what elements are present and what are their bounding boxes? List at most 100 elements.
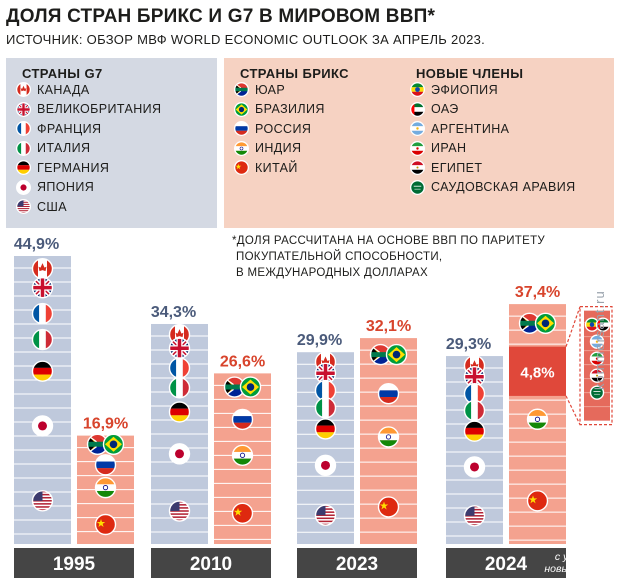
italy-flag-icon <box>314 397 337 419</box>
legend-item-argentina: АРГЕНТИНА <box>410 121 509 136</box>
uae-flag-icon <box>410 101 425 117</box>
legend-label: ЯПОНИЯ <box>37 180 95 194</box>
usa-flag-icon <box>168 500 191 522</box>
japan-flag-icon <box>463 456 486 478</box>
uk-flag-icon <box>31 276 54 299</box>
china-flag-icon <box>231 502 254 524</box>
legend-item-brazil: БРАЗИЛИЯ <box>234 101 325 117</box>
brazil-flag-icon <box>385 343 408 366</box>
year-bar-2024 <box>446 548 566 578</box>
footnote-line: ПОКУПАТЕЛЬНОЙ СПОСОБНОСТИ, <box>236 251 443 263</box>
canada-flag-icon <box>31 257 54 280</box>
year-label: 1995 <box>53 554 96 575</box>
year-label: 2010 <box>190 554 232 575</box>
legend-item-germany: ГЕРМАНИЯ <box>16 160 109 175</box>
chart-footnote: *ДОЛЯ РАССЧИТАНА НА ОСНОВЕ ВВП ПО ПАРИТЕ… <box>232 233 545 281</box>
japan-flag-icon <box>31 415 54 437</box>
g7-legend-header: СТРАНЫ G7 <box>22 66 103 81</box>
italy-flag-icon <box>463 399 486 422</box>
legend-label: КАНАДА <box>37 82 90 97</box>
brazil-flag-icon <box>234 101 249 117</box>
legend-item-egypt: ЕГИПЕТ <box>410 160 482 175</box>
france-flag-icon <box>31 302 54 325</box>
china-flag-icon <box>377 496 400 518</box>
legend-label: АРГЕНТИНА <box>431 121 510 136</box>
legend-item-italy: ИТАЛИЯ <box>16 140 91 156</box>
france-flag-icon <box>16 121 31 136</box>
zoom-frame <box>579 306 613 426</box>
saudi-arabia-flag-icon <box>589 385 605 400</box>
china-flag-icon <box>234 160 249 175</box>
legend-item-russia: РОССИЯ <box>234 121 311 136</box>
india-flag-icon <box>234 140 249 156</box>
usa-flag-icon <box>31 490 54 512</box>
brazil-flag-icon <box>534 312 557 334</box>
legend-item-uk: ВЕЛИКОБРИТАНИЯ <box>16 101 162 117</box>
new-members-value-label: 4,8% <box>520 364 554 381</box>
legend-item-china: КИТАЙ <box>234 160 298 175</box>
usa-flag-icon <box>463 505 486 527</box>
italy-flag-icon <box>31 328 54 351</box>
year-bar-2010 <box>151 548 271 578</box>
usa-flag-icon <box>16 199 31 214</box>
legend-item-iran: ИРАН <box>410 140 466 156</box>
canada-flag-icon <box>16 82 31 97</box>
china-flag-icon <box>94 513 117 536</box>
india-flag-icon <box>377 426 400 448</box>
gdp-share-chart: 44,9% 16,9% 1995 34,3% 26,6% 2010 29,9% 32,1% 20… <box>14 236 613 578</box>
legend-label: ЕГИПЕТ <box>431 160 483 175</box>
russia-flag-icon <box>377 382 400 405</box>
chart-source: ИСТОЧНИК: ОБЗОР МВФ WORLD ECONOMIC OUTLO… <box>6 32 486 47</box>
brazil-flag-icon <box>239 376 262 398</box>
south-africa-flag-icon <box>234 82 249 97</box>
south-africa-flag-icon <box>518 312 541 334</box>
india-flag-icon <box>94 476 117 499</box>
japan-flag-icon <box>16 179 31 195</box>
legend-item-india: ИНДИЯ <box>234 140 302 156</box>
legend-item-france: ФРАНЦИЯ <box>16 121 101 136</box>
category-note: с учетом <box>555 551 601 563</box>
zoom-connector <box>565 395 581 425</box>
year-bar-1995 <box>14 548 134 578</box>
footnote-line: В МЕЖДУНАРОДНЫХ ДОЛЛАРАХ <box>236 267 428 279</box>
year-bar-2023 <box>297 548 417 578</box>
legend-label: ВЕЛИКОБРИТАНИЯ <box>37 102 162 116</box>
brics-value-label: 16,9% <box>83 416 128 433</box>
brics-value-label: 32,1% <box>366 318 411 335</box>
g7-value-label: 34,3% <box>151 304 196 321</box>
germany-flag-icon <box>314 418 337 440</box>
legend-label: КИТАЙ <box>255 160 298 175</box>
germany-flag-icon <box>168 401 191 423</box>
g7-legend-panel: СТРАНЫ G7 КАНАДА ВЕЛИКОБРИТАНИЯ ФРАНЦИЯ ИТА… <box>6 58 217 228</box>
india-flag-icon <box>231 444 254 466</box>
uk-flag-icon <box>314 362 337 385</box>
china-flag-icon <box>526 490 549 512</box>
brics-value-label: 37,4% <box>515 284 560 301</box>
legend-label: ГЕРМАНИЯ <box>37 160 110 175</box>
legend-label: РОССИЯ <box>255 121 312 136</box>
legend-label: ИТАЛИЯ <box>37 141 91 155</box>
watermark: kommersant.ru <box>592 290 607 390</box>
japan-flag-icon <box>168 443 191 465</box>
legend-label: ФРАНЦИЯ <box>37 121 102 136</box>
new-members-legend-header: НОВЫЕ ЧЛЕНЫ <box>416 66 524 81</box>
legend-item-canada: КАНАДА <box>16 82 90 97</box>
zoom-connector <box>565 306 581 347</box>
italy-flag-icon <box>168 377 191 399</box>
germany-flag-icon <box>31 360 54 382</box>
new-members-segment <box>509 346 566 396</box>
egypt-flag-icon <box>410 160 425 175</box>
legend-label: ОАЭ <box>431 102 459 116</box>
legend-label: ЮАР <box>255 82 286 97</box>
year-label: 2024 <box>485 554 528 575</box>
legend-label: США <box>37 199 68 214</box>
category-note: новых членов <box>544 563 612 575</box>
g7-value-label: 29,9% <box>297 332 342 349</box>
usa-flag-icon <box>314 504 337 526</box>
india-flag-icon <box>526 408 549 430</box>
legend-label: САУДОВСКАЯ АРАВИЯ <box>431 180 576 194</box>
italy-flag-icon <box>16 140 31 156</box>
legend-label: БРАЗИЛИЯ <box>255 102 325 116</box>
legend-label: ИНДИЯ <box>255 141 302 155</box>
germany-flag-icon <box>463 420 486 442</box>
